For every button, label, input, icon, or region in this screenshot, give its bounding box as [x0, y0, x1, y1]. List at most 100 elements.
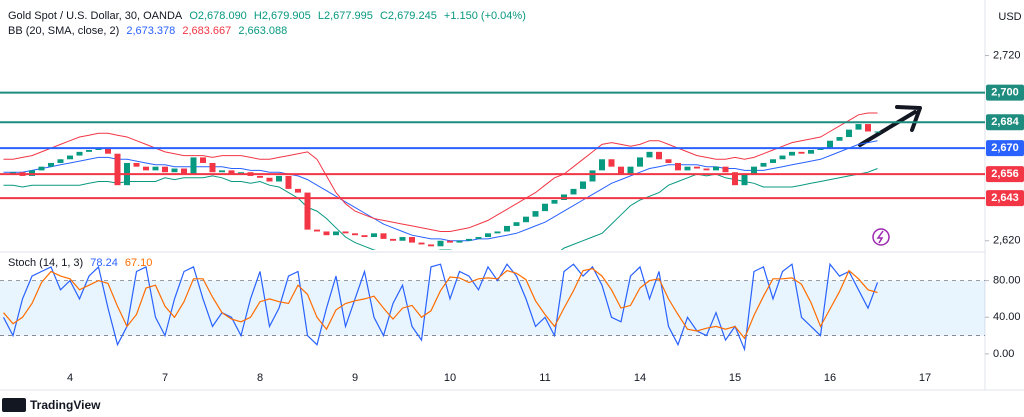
candle — [86, 150, 92, 152]
level-badge — [986, 84, 1024, 101]
bb-basis: 2,673.378 — [126, 25, 176, 37]
candle — [580, 181, 586, 189]
symbol-header: Gold Spot / U.S. Dollar, 30, OANDA O2,67… — [8, 10, 530, 22]
candle — [532, 211, 539, 217]
x-tick-label: 17 — [919, 372, 931, 384]
event-bolt — [876, 230, 884, 244]
candle — [732, 172, 738, 186]
candle — [523, 216, 529, 223]
bollinger-line — [3, 112, 878, 232]
candle — [133, 162, 140, 167]
candle — [665, 159, 672, 163]
candle — [57, 159, 64, 163]
candle — [295, 188, 301, 193]
event-icon — [872, 228, 890, 246]
candle — [257, 175, 263, 178]
stoch-line — [3, 268, 878, 340]
x-tick-label: 11 — [539, 372, 550, 384]
candle — [608, 159, 615, 167]
candle — [162, 166, 168, 173]
x-tick-label: 9 — [352, 372, 358, 384]
level-label: 2,670 — [991, 142, 1019, 154]
candle — [447, 240, 453, 243]
x-tick-label: 10 — [444, 372, 456, 384]
candle — [675, 162, 681, 171]
bb-name: BB (20, SMA, close, 2) — [8, 25, 120, 37]
bb-upper: 2,683.667 — [182, 25, 232, 37]
candle — [694, 166, 700, 169]
level-label: 2,700 — [991, 86, 1019, 98]
candle — [456, 240, 463, 243]
candle — [171, 168, 178, 173]
candle — [361, 235, 368, 238]
stoch-line — [2, 262, 879, 352]
stoch-tick-label: 80.00 — [993, 275, 1021, 287]
level-label: 2,643 — [991, 192, 1019, 204]
candle — [551, 200, 558, 204]
candle — [190, 157, 197, 175]
high: H2,679.905 — [253, 10, 311, 22]
candle — [219, 170, 225, 173]
candle — [713, 166, 719, 171]
candle — [789, 151, 795, 156]
x-tick-label: 7 — [162, 372, 168, 384]
level-label: 2,656 — [991, 168, 1019, 180]
candle — [76, 151, 83, 156]
bollinger-line — [3, 140, 878, 242]
candle — [48, 162, 54, 167]
candle — [494, 231, 501, 234]
candle — [599, 159, 605, 171]
watermark: TradingView — [30, 398, 101, 412]
x-tick-label: 8 — [257, 372, 263, 384]
candle — [200, 157, 206, 163]
y-tick-label: 2,620 — [993, 235, 1021, 247]
candle — [627, 166, 634, 175]
candle — [352, 233, 358, 236]
candle — [143, 166, 149, 171]
level-badge — [986, 190, 1024, 207]
price-pane — [3, 112, 881, 250]
candle — [485, 233, 491, 238]
low: L2,677.995 — [317, 10, 373, 22]
candle — [637, 157, 643, 167]
candle — [798, 151, 805, 154]
candle — [114, 153, 121, 186]
candle — [228, 170, 235, 175]
candle — [684, 166, 691, 171]
level-label: 2,684 — [991, 116, 1019, 128]
candle — [846, 129, 852, 138]
stoch-k: 78.24 — [90, 257, 118, 269]
stoch-d: 67.10 — [124, 257, 153, 269]
stoch-tick-label: 0.00 — [993, 348, 1014, 360]
candle — [152, 166, 159, 171]
level-badge — [986, 114, 1024, 131]
candle — [827, 140, 833, 149]
candle — [428, 244, 434, 247]
candle — [323, 231, 330, 236]
candle — [808, 150, 814, 154]
stoch-band — [0, 280, 985, 336]
candle — [304, 192, 311, 230]
candle — [779, 155, 786, 160]
candle — [209, 162, 216, 173]
candle — [437, 240, 444, 247]
bb-lower: 2,663.088 — [238, 25, 288, 37]
candle — [475, 237, 482, 239]
stoch-name: Stoch (14, 1, 3) — [8, 257, 84, 269]
candle — [836, 137, 843, 141]
y-tick-label: 2,720 — [993, 49, 1021, 61]
candle — [760, 162, 767, 167]
bb-header: BB (20, SMA, close, 2) 2,673.378 2,683.6… — [8, 25, 291, 37]
candle — [855, 124, 862, 130]
candle — [646, 151, 653, 158]
stoch-header: Stoch (14, 1, 3) 78.24 67.10 — [8, 257, 156, 269]
candle — [285, 175, 292, 189]
candle — [105, 148, 111, 154]
candle — [390, 238, 396, 241]
candle — [276, 175, 282, 182]
candle — [542, 203, 548, 212]
level-badge — [986, 166, 1024, 183]
change: +1.150 (+0.04%) — [443, 10, 526, 22]
